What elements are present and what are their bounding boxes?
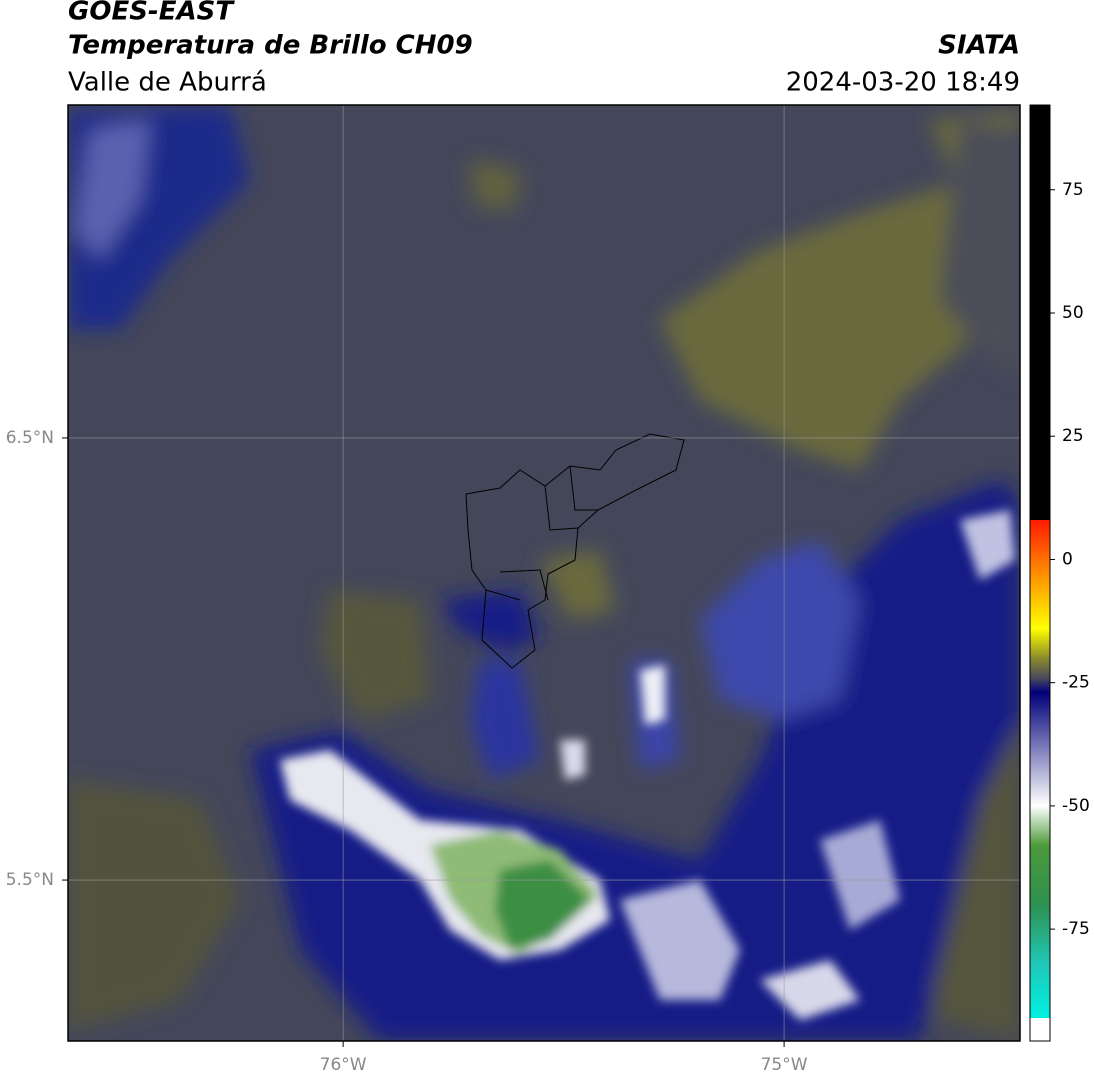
colorbar (1029, 104, 1051, 1042)
timestamp: 2024-03-20 18:49 (786, 68, 1020, 98)
colorbar-tick-label: 50 (1062, 303, 1084, 323)
x-tick-label: 75°W (761, 1055, 808, 1075)
satellite-image (68, 105, 1020, 1041)
source: SIATA (938, 31, 1020, 61)
colorbar-tick-label: -25 (1062, 673, 1090, 693)
colorbar-tick-label: 75 (1062, 180, 1084, 200)
x-tick-label: 76°W (320, 1055, 367, 1075)
colorbar-tick-label: 0 (1062, 549, 1073, 569)
y-tick-label: 5.5°N (6, 870, 54, 890)
colorbar-tick-label: -75 (1062, 919, 1090, 939)
colorbar-tick-label: 25 (1062, 426, 1084, 446)
subtitle: Temperatura de Brillo CH09 (68, 31, 473, 61)
title: GOES-EAST (68, 0, 235, 27)
colorbar-tick-label: -50 (1062, 796, 1090, 816)
y-tick-label: 6.5°N (6, 428, 54, 448)
valley-boundary (465, 433, 685, 669)
map-frame (67, 104, 1021, 1042)
grid (68, 105, 1020, 1041)
region: Valle de Aburrá (68, 68, 267, 98)
